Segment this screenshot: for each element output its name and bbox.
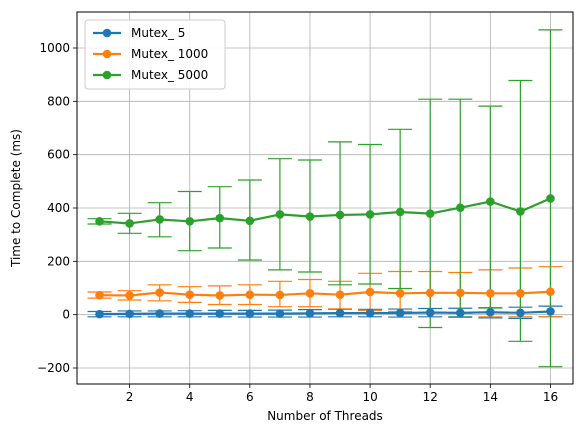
data-point bbox=[215, 291, 225, 300]
data-point bbox=[546, 194, 555, 203]
data-point bbox=[125, 291, 134, 300]
x-tick-label: 12 bbox=[423, 390, 438, 404]
data-point bbox=[245, 309, 255, 318]
data-point bbox=[155, 288, 164, 297]
data-point bbox=[335, 290, 345, 299]
data-point bbox=[486, 289, 495, 298]
legend: Mutex_ 5 Mutex_ 1000 Mutex_ 5000 bbox=[84, 19, 226, 90]
x-tick-label: 2 bbox=[126, 390, 134, 404]
data-point bbox=[95, 309, 104, 319]
y-tick-label: 200 bbox=[47, 254, 70, 268]
data-point bbox=[245, 216, 255, 226]
data-point bbox=[335, 210, 345, 220]
plot-frame bbox=[76, 11, 574, 385]
data-point bbox=[185, 217, 195, 226]
x-axis-label: Number of Threads bbox=[267, 409, 383, 423]
data-point bbox=[365, 287, 375, 297]
y-tick-label: −200 bbox=[37, 361, 70, 375]
data-point bbox=[516, 308, 525, 318]
data-point bbox=[516, 289, 525, 298]
data-point bbox=[516, 207, 525, 216]
data-point bbox=[455, 288, 465, 298]
data-point bbox=[395, 289, 405, 298]
data-point bbox=[425, 209, 435, 218]
data-point bbox=[486, 197, 495, 206]
series-line bbox=[99, 197, 551, 225]
data-point bbox=[546, 307, 555, 316]
y-tick-label: 400 bbox=[47, 201, 70, 215]
series-lines bbox=[99, 197, 551, 316]
x-axis-ticks: 2 4 6 8 10 12 14 16 bbox=[126, 384, 558, 404]
data-point bbox=[125, 309, 134, 319]
x-tick-label: 10 bbox=[362, 390, 377, 404]
y-axis-label: Time to Complete (ms) bbox=[9, 129, 23, 268]
data-point bbox=[155, 215, 164, 224]
data-point bbox=[546, 287, 555, 297]
y-axis-ticks: −200 0 200 400 600 800 1000 bbox=[37, 41, 77, 375]
y-tick-label: 600 bbox=[47, 148, 70, 162]
data-point bbox=[215, 213, 225, 223]
legend-box bbox=[84, 19, 226, 90]
series-line bbox=[99, 290, 551, 297]
data-point bbox=[305, 289, 315, 298]
data-point bbox=[275, 210, 285, 219]
y-tick-label: 800 bbox=[47, 94, 70, 108]
x-tick-label: 8 bbox=[306, 390, 314, 404]
data-point bbox=[275, 309, 285, 318]
data-point bbox=[395, 308, 405, 318]
data-point bbox=[95, 217, 104, 226]
data-point bbox=[185, 309, 195, 318]
data-point bbox=[215, 309, 225, 318]
x-tick-label: 16 bbox=[543, 390, 558, 404]
legend-swatch-marker bbox=[102, 28, 112, 38]
legend-swatch-marker bbox=[102, 70, 112, 80]
data-point bbox=[395, 207, 405, 217]
data-point bbox=[455, 203, 465, 213]
data-point bbox=[365, 308, 375, 318]
data-point bbox=[95, 290, 104, 300]
data-point bbox=[155, 309, 164, 318]
data-point bbox=[455, 308, 465, 318]
data-point bbox=[335, 308, 345, 318]
data-point bbox=[125, 219, 134, 228]
legend-label: Mutex_ 1000 bbox=[131, 47, 208, 61]
y-tick-label: 0 bbox=[62, 308, 70, 322]
x-tick-label: 4 bbox=[186, 390, 194, 404]
data-point bbox=[365, 210, 375, 219]
data-point bbox=[275, 290, 285, 300]
legend-label: Mutex_ 5 bbox=[131, 26, 185, 40]
x-tick-label: 6 bbox=[246, 390, 254, 404]
series-markers bbox=[95, 194, 555, 319]
legend-swatch-marker bbox=[102, 49, 112, 59]
x-tick-label: 14 bbox=[483, 390, 498, 404]
data-point bbox=[425, 308, 435, 317]
data-point bbox=[185, 290, 195, 299]
legend-label: Mutex_ 5000 bbox=[131, 68, 208, 82]
data-point bbox=[305, 309, 315, 318]
series-line bbox=[99, 310, 551, 316]
data-point bbox=[425, 288, 435, 298]
data-point bbox=[305, 212, 315, 221]
y-tick-label: 1000 bbox=[39, 41, 70, 55]
data-point bbox=[486, 307, 495, 317]
data-point bbox=[245, 290, 255, 299]
